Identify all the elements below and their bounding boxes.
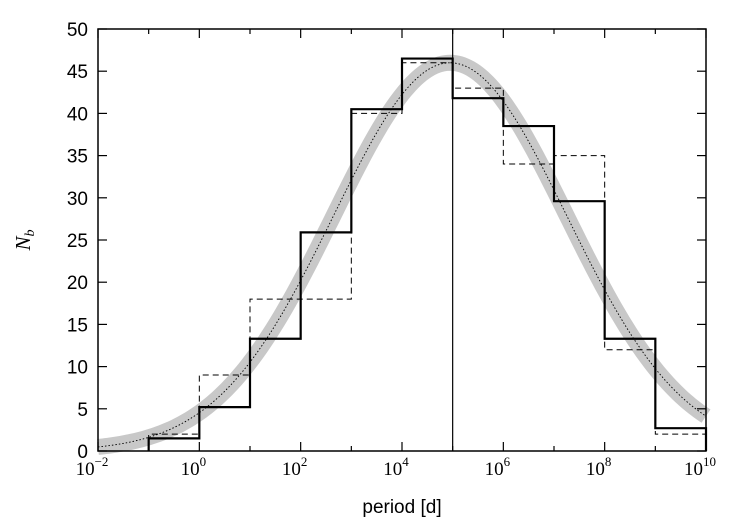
y-tick-label: 25 (67, 231, 88, 252)
y-tick-label: 20 (67, 273, 88, 294)
x-tick-label-base: 10 (586, 459, 605, 480)
model-band-path (97, 54, 711, 455)
y-tick-label: 40 (67, 104, 88, 125)
histogram-solid-step (147, 57, 708, 451)
y-tick-label: 50 (67, 20, 88, 41)
x-axis-label: period [d] (362, 497, 441, 518)
x-tick-label-base: 10 (383, 459, 402, 480)
y-tick-label: 10 (67, 358, 88, 379)
x-tick-label: 1010 (684, 454, 716, 480)
x-tick-label-base: 10 (684, 459, 703, 480)
x-tick-label-base: 10 (282, 459, 301, 480)
x-tick-label: 100 (181, 454, 207, 480)
x-tick-label-exponent: −2 (95, 454, 109, 469)
x-tick-label: 106 (485, 454, 511, 480)
model-uncertainty-band (97, 54, 711, 455)
x-tick-label-exponent: 0 (200, 454, 207, 469)
x-axis-ticks: 10−2 100 102 104 106 108 1010 (76, 29, 716, 480)
y-tick-label: 30 (67, 189, 88, 210)
x-tick-label-exponent: 4 (402, 454, 409, 469)
x-tick-label: 102 (282, 454, 308, 480)
x-tick-label-base: 10 (76, 459, 95, 480)
y-tick-label: 0 (77, 442, 88, 463)
y-tick-label: 35 (67, 147, 88, 168)
y-tick-label: 45 (67, 62, 88, 83)
x-tick-label-exponent: 10 (703, 454, 716, 469)
y-axis-label-sub: b (23, 229, 38, 236)
x-tick-label: 108 (586, 454, 612, 480)
model-curve (97, 62, 707, 448)
y-tick-label: 15 (67, 315, 88, 336)
y-axis-label: Nb (11, 229, 38, 251)
y-axis-label-main: N (11, 236, 35, 252)
x-tick-label-exponent: 8 (605, 454, 612, 469)
svg-text:Nb: Nb (11, 229, 38, 251)
x-tick-label: 104 (383, 454, 409, 480)
x-tick-label-base: 10 (485, 459, 504, 480)
x-tick-label-exponent: 2 (301, 454, 308, 469)
x-tick-label-exponent: 6 (504, 454, 511, 469)
model-curve-path (97, 62, 707, 448)
y-axis-ticks: 0 5 10 15 20 25 30 35 40 45 50 (67, 20, 706, 463)
y-tick-label: 5 (77, 400, 88, 421)
x-tick-label: 10−2 (76, 454, 109, 480)
x-tick-label-base: 10 (181, 459, 200, 480)
